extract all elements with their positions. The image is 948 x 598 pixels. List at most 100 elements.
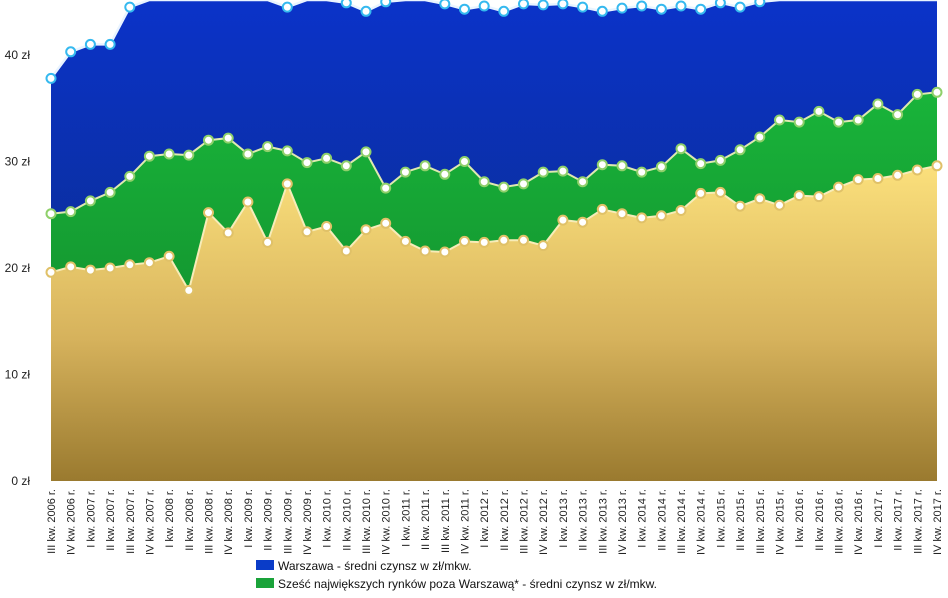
x-tick-label: IV kw. 2012 r. xyxy=(538,489,550,555)
data-point-szesc-rynkow xyxy=(321,152,333,164)
data-point-warszawa xyxy=(577,1,589,13)
data-point-szesc-rynkow xyxy=(911,88,923,100)
data-point-pozostale xyxy=(301,226,313,238)
data-point-szesc-rynkow xyxy=(301,157,313,169)
data-point-warszawa xyxy=(498,5,510,17)
data-point-pozostale xyxy=(931,160,943,172)
data-point-pozostale xyxy=(518,234,529,246)
data-point-szesc-rynkow xyxy=(222,132,234,144)
x-tick-label: II kw. 2013 r. xyxy=(578,489,590,551)
data-point-pozostale xyxy=(774,199,785,211)
data-point-szesc-rynkow xyxy=(65,206,77,218)
x-tick-label: I kw. 2008 r. xyxy=(164,489,176,548)
data-point-warszawa xyxy=(340,0,352,9)
x-tick-label: III kw. 2009 r. xyxy=(282,489,294,554)
x-tick-label: III kw. 2014 r. xyxy=(676,489,688,554)
data-point-szesc-rynkow xyxy=(478,176,490,188)
x-tick-label: II kw. 2007 r. xyxy=(105,489,117,551)
x-tick-label: I kw. 2012 r. xyxy=(479,489,491,548)
x-tick-label: II kw. 2008 r. xyxy=(184,489,196,551)
x-tick-label: IV kw. 2011 r. xyxy=(460,489,472,554)
data-point-pozostale xyxy=(793,190,805,202)
data-point-szesc-rynkow xyxy=(262,141,274,153)
data-point-szesc-rynkow xyxy=(675,143,687,155)
data-point-pozostale xyxy=(734,200,746,212)
line-szesc-rynkow xyxy=(50,91,938,215)
data-point-warszawa xyxy=(459,3,470,15)
data-point-pozostale xyxy=(183,284,195,296)
data-point-warszawa xyxy=(478,0,490,12)
data-point-pozostale xyxy=(419,245,431,257)
data-point-warszawa xyxy=(124,1,136,13)
data-point-pozostale xyxy=(833,181,845,193)
data-point-warszawa xyxy=(439,0,451,10)
y-tick-label: 30 zł xyxy=(5,155,31,169)
line-warszawa xyxy=(49,0,937,80)
x-tick-label: I kw. 2014 r. xyxy=(637,489,649,548)
data-point-pozostale xyxy=(872,173,884,184)
data-point-szesc-rynkow xyxy=(833,116,845,128)
data-point-szesc-rynkow xyxy=(596,159,608,171)
x-tick-label: IV kw. 2010 r. xyxy=(381,489,393,555)
data-point-warszawa xyxy=(281,1,293,13)
data-point-szesc-rynkow xyxy=(754,131,766,143)
data-point-warszawa xyxy=(360,5,372,17)
data-point-pozostale xyxy=(360,224,372,236)
series-markers xyxy=(45,0,943,296)
data-point-pozostale xyxy=(459,235,470,247)
series-lines xyxy=(49,0,938,294)
x-tick-label: IV kw. 2013 r. xyxy=(617,489,629,555)
y-tick-label: 40 zł xyxy=(5,48,31,62)
data-point-szesc-rynkow xyxy=(695,158,707,170)
data-point-pozostale xyxy=(577,216,589,228)
data-point-pozostale xyxy=(84,264,96,276)
data-point-pozostale xyxy=(65,261,77,273)
data-point-szesc-rynkow xyxy=(124,170,136,182)
data-point-warszawa xyxy=(537,0,549,11)
x-tick-label: I kw. 2007 r. xyxy=(85,489,97,548)
x-tick-label: IV kw. 2014 r. xyxy=(696,489,708,555)
data-point-szesc-rynkow xyxy=(774,114,785,126)
data-point-warszawa xyxy=(84,38,96,50)
data-point-warszawa xyxy=(557,0,569,10)
data-point-szesc-rynkow xyxy=(577,176,589,188)
data-point-warszawa xyxy=(655,3,667,15)
data-point-pozostale xyxy=(163,250,175,262)
x-tick-label: III kw. 2010 r. xyxy=(361,489,373,554)
data-point-pozostale xyxy=(281,178,293,190)
data-point-warszawa xyxy=(695,3,707,15)
data-point-pozostale xyxy=(321,221,333,232)
data-point-szesc-rynkow xyxy=(380,182,392,194)
data-point-szesc-rynkow xyxy=(340,160,352,172)
data-point-pozostale xyxy=(104,262,116,274)
data-point-szesc-rynkow xyxy=(203,134,214,146)
data-point-warszawa xyxy=(734,1,746,13)
x-tick-label: IV kw. 2008 r. xyxy=(223,489,235,555)
x-tick-label: IV kw. 2006 r. xyxy=(66,489,78,555)
data-point-pozostale xyxy=(45,266,57,278)
data-point-pozostale xyxy=(242,196,254,208)
y-tick-label: 0 zł xyxy=(11,474,30,488)
data-point-pozostale xyxy=(813,191,825,203)
data-point-pozostale xyxy=(478,236,490,248)
x-tick-label: I kw. 2010 r. xyxy=(322,489,334,548)
x-tick-label: II kw. 2009 r. xyxy=(263,489,275,551)
legend: Warszawa - średni czynsz w zł/mkw. Sześć … xyxy=(256,559,657,591)
x-tick-label: I kw. 2016 r. xyxy=(794,489,806,548)
x-tick-label: II kw. 2015 r. xyxy=(735,489,747,551)
x-tick-label: II kw. 2016 r. xyxy=(814,489,826,551)
data-point-pozostale xyxy=(892,169,904,181)
data-point-pozostale xyxy=(557,214,569,226)
data-point-pozostale xyxy=(714,186,726,198)
data-point-pozostale xyxy=(695,187,707,199)
x-tick-label: III kw. 2011 r. xyxy=(440,489,452,553)
x-tick-label: IV kw. 2017 r. xyxy=(932,489,944,555)
data-point-szesc-rynkow xyxy=(852,114,864,126)
x-tick-label: I kw. 2017 r. xyxy=(873,489,885,548)
legend-label-warszawa: Warszawa - średni czynsz w zł/mkw. xyxy=(278,559,472,573)
data-point-szesc-rynkow xyxy=(714,154,726,166)
data-point-szesc-rynkow xyxy=(399,166,411,178)
data-point-szesc-rynkow xyxy=(557,165,569,177)
data-point-szesc-rynkow xyxy=(498,181,510,193)
